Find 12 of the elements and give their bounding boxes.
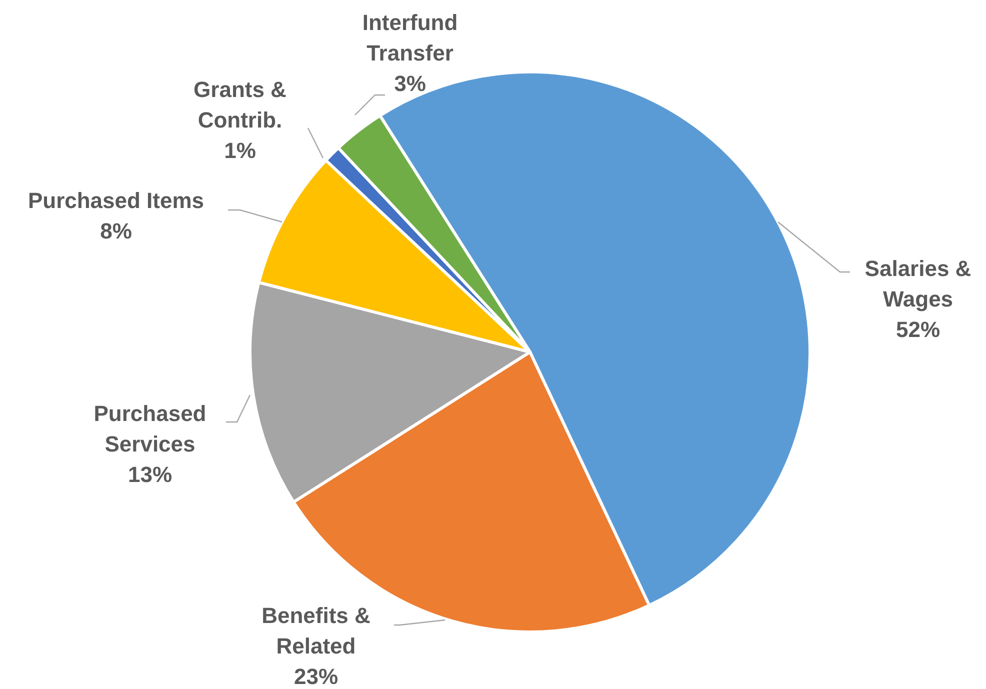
slice-label: Purchased Services [94,401,206,456]
slice-label: Interfund Transfer [362,10,458,66]
data-label: 1% [224,138,256,163]
data-label: 3% [394,71,426,96]
slice-label: Salaries & Wages [864,256,972,312]
data-label: 52% [896,317,940,342]
data-label: 8% [100,218,132,244]
data-label: 23% [294,664,338,689]
slice-label: Benefits & Related [262,603,371,658]
slice-label: Purchased Items [28,188,204,213]
data-label: 13% [128,462,172,487]
slice-label: Grants & Contrib. [194,77,287,132]
